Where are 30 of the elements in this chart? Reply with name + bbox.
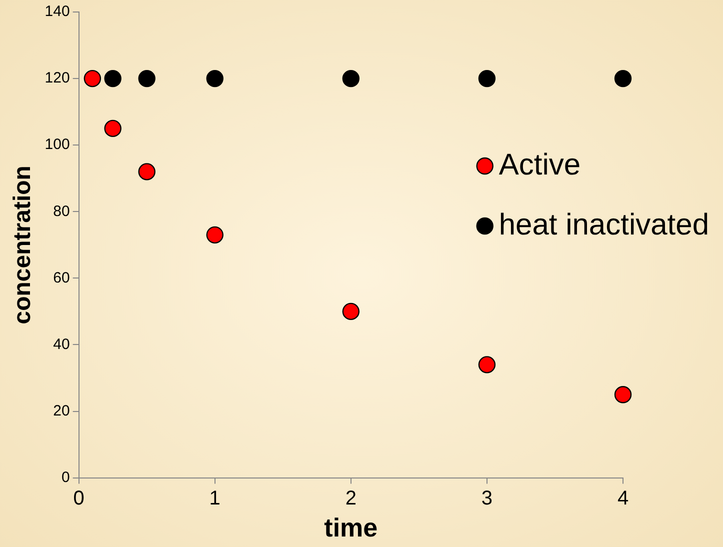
point	[342, 302, 360, 320]
y-tick-label: 60	[53, 269, 70, 286]
point	[138, 70, 156, 88]
y-tick-label: 40	[53, 336, 70, 353]
legend-label: Active	[498, 148, 581, 182]
point	[104, 120, 122, 138]
y-tick-label: 0	[61, 468, 70, 486]
y-tick-label: 20	[53, 402, 70, 420]
x-axis-title: time	[324, 512, 378, 543]
legend-label: heat inactivated	[498, 208, 710, 242]
x-tick-label: 1	[209, 487, 220, 510]
x-tick-label: 0	[73, 487, 84, 510]
point	[104, 70, 122, 88]
y-tick-label: 80	[53, 202, 70, 220]
point	[478, 356, 496, 374]
y-tick-label: 100	[44, 136, 70, 154]
y-tick-label: 140	[44, 3, 70, 20]
point	[614, 386, 632, 404]
point	[342, 70, 360, 88]
x-tick-label: 4	[617, 487, 629, 510]
point	[84, 70, 102, 88]
y-axis-title: concentration	[9, 166, 36, 324]
point	[138, 163, 156, 180]
point	[478, 70, 496, 88]
point	[614, 70, 632, 88]
y-tick-label: 120	[44, 70, 70, 87]
point	[206, 226, 224, 244]
x-tick-label: 2	[345, 487, 356, 510]
x-tick-label: 3	[481, 487, 493, 510]
point	[206, 70, 224, 88]
